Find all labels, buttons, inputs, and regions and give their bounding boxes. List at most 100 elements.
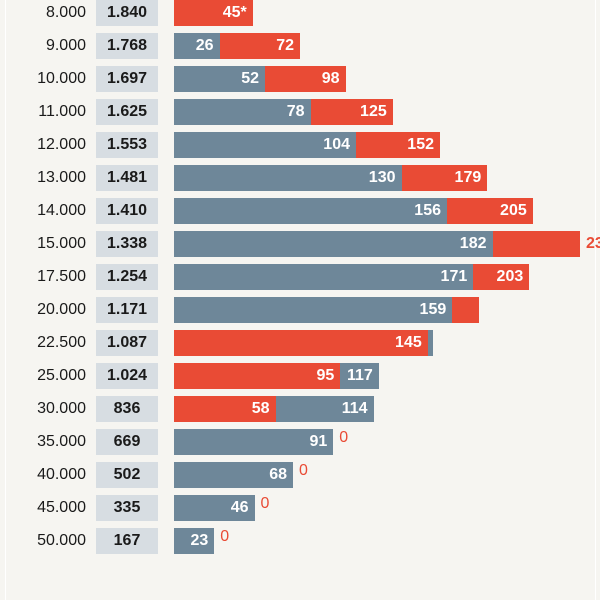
bar-segment-label: 232	[586, 235, 600, 253]
col-a-value: 11.000	[0, 103, 96, 121]
bar-segment-blue: 68	[174, 462, 293, 488]
col-b-value: 167	[96, 528, 158, 554]
col-b-value: 1.840	[96, 0, 158, 26]
col-b-value: 1.481	[96, 165, 158, 191]
bar-area: 23 0	[174, 528, 600, 554]
data-table: 8.0001.840 45* 9.0001.768 2672 10.0001.697 52…	[0, 0, 600, 557]
bar-segment-label: 152	[407, 136, 434, 154]
bar-segment-label: 78	[287, 103, 305, 121]
col-b-value: 335	[96, 495, 158, 521]
bar-segment-blue: 52	[174, 66, 265, 92]
bar-segment-blue: 23	[174, 528, 214, 554]
col-b-value: 502	[96, 462, 158, 488]
bar-segment-label: 205	[500, 202, 527, 220]
bar-area: 68 0	[174, 462, 600, 488]
bar-segment-label: 0	[339, 429, 348, 447]
table-row: 30.000836 58 114	[0, 392, 600, 425]
bar-segment-label: 171	[441, 268, 468, 286]
col-b-value: 1.553	[96, 132, 158, 158]
col-b-value: 1.410	[96, 198, 158, 224]
col-b-value: 1.024	[96, 363, 158, 389]
bar-segment-red: 58	[174, 396, 276, 422]
col-a-value: 9.000	[0, 37, 96, 55]
col-a-value: 17.500	[0, 268, 96, 286]
bar-segment-label: 145	[395, 334, 422, 352]
bar-segment-label: 203	[497, 268, 524, 286]
table-row: 50.000167230	[0, 524, 600, 557]
table-row: 22.5001.087 145148	[0, 326, 600, 359]
col-a-value: 20.000	[0, 301, 96, 319]
table-row: 12.0001.553 104 152	[0, 128, 600, 161]
bar-area: 95117	[174, 363, 600, 389]
bar-segment-blue: 46	[174, 495, 255, 521]
table-row: 40.000502680	[0, 458, 600, 491]
table-row: 45.000335 46 0	[0, 491, 600, 524]
bar-segment-label: 58	[252, 400, 270, 418]
bar-segment-label: 0	[299, 462, 308, 480]
table-row: 13.0001.481 130 179	[0, 161, 600, 194]
bar-area: 91 0	[174, 429, 600, 455]
bar-area: 145148	[174, 330, 600, 356]
bar-area: 58 114	[174, 396, 600, 422]
bar-segment-label: 91	[309, 433, 327, 451]
col-b-value: 1.087	[96, 330, 158, 356]
col-b-value: 669	[96, 429, 158, 455]
bar-area: 171 203	[174, 264, 600, 290]
bar-segment-label: 95	[316, 367, 334, 385]
bar-segment-label: 159	[420, 301, 447, 319]
bar-segment-red: 95	[174, 363, 340, 389]
table-row: 14.0001.410 156 205	[0, 194, 600, 227]
bar-segment-label: 156	[414, 202, 441, 220]
bar-segment-blue: 182	[174, 231, 493, 257]
col-a-value: 8.000	[0, 4, 96, 22]
bar-segment-blue: 156	[174, 198, 447, 224]
table-row: 17.5001.254 171 203	[0, 260, 600, 293]
table-row: 11.0001.62578125	[0, 95, 600, 128]
col-a-value: 45.000	[0, 499, 96, 517]
table-row: 10.0001.697 52 98	[0, 62, 600, 95]
col-a-value: 15.000	[0, 235, 96, 253]
bar-segment-label: 68	[269, 466, 287, 484]
bar-area: 46 0	[174, 495, 600, 521]
col-b-value: 1.338	[96, 231, 158, 257]
bar-segment-label: 130	[369, 169, 396, 187]
bar-segment-label: 179	[455, 169, 482, 187]
bar-segment-label: 125	[360, 103, 387, 121]
table-row: 9.0001.768 2672	[0, 29, 600, 62]
bar-segment-label: 0	[261, 495, 270, 513]
bar-segment-red: 145	[174, 330, 428, 356]
bar-segment-label: 52	[241, 70, 259, 88]
bar-segment-label: 0	[220, 528, 229, 546]
col-a-value: 30.000	[0, 400, 96, 418]
bar-segment-label: 114	[342, 400, 368, 418]
bar-area: 159174	[174, 297, 600, 323]
col-a-value: 22.500	[0, 334, 96, 352]
col-b-value: 1.768	[96, 33, 158, 59]
col-a-value: 13.000	[0, 169, 96, 187]
table-row: 8.0001.840 45*	[0, 0, 600, 29]
bar-segment-blue: 104	[174, 132, 356, 158]
bar-area: 182 232	[174, 231, 600, 257]
bar-segment-blue: 26	[174, 33, 220, 59]
col-b-value: 1.254	[96, 264, 158, 290]
bar-segment-label: 104	[323, 136, 350, 154]
bar-area: 2672	[174, 33, 600, 59]
col-a-value: 14.000	[0, 202, 96, 220]
bar-segment-blue: 171	[174, 264, 473, 290]
col-b-value: 1.171	[96, 297, 158, 323]
bar-segment-label: 45*	[223, 4, 247, 22]
bar-segment-label: 98	[322, 70, 340, 88]
bar-segment-label: 23	[190, 532, 208, 550]
col-a-value: 10.000	[0, 70, 96, 88]
bar-segment-label: 26	[196, 37, 214, 55]
col-a-value: 35.000	[0, 433, 96, 451]
bar-area: 156 205	[174, 198, 600, 224]
col-b-value: 1.697	[96, 66, 158, 92]
col-b-value: 836	[96, 396, 158, 422]
bar-segment-red: 45*	[174, 0, 253, 26]
bar-area: 52 98	[174, 66, 600, 92]
bar-segment-blue: 78	[174, 99, 311, 125]
table-row: 20.0001.171 159174	[0, 293, 600, 326]
col-a-value: 12.000	[0, 136, 96, 154]
bar-area: 104 152	[174, 132, 600, 158]
